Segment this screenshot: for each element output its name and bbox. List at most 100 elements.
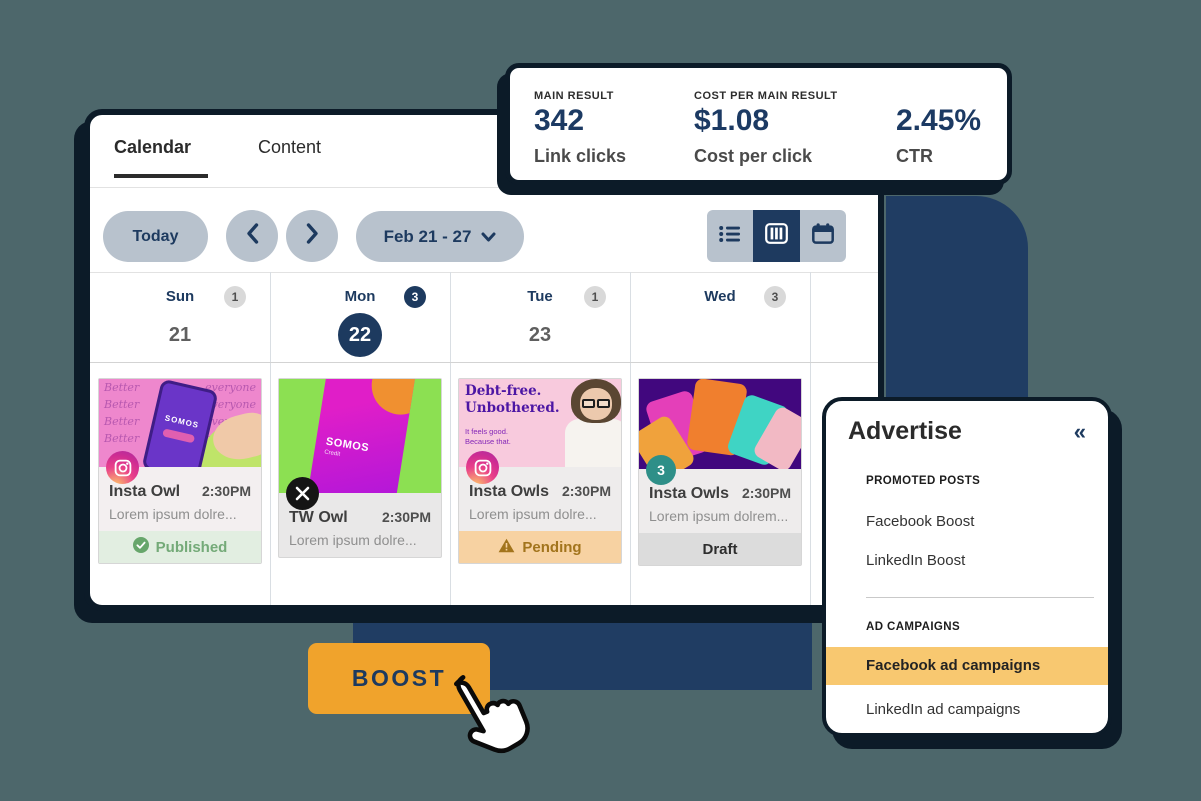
post-time: 2:30PM [381,509,431,525]
next-week-button[interactable] [286,210,338,262]
post-time: 2:30PM [741,485,791,501]
person-illustration [565,419,621,467]
image-bg-text: Better [104,381,140,394]
post-count-badge: 1 [224,286,246,308]
image-headline: Debt-free. [465,383,542,399]
active-tab-underline [114,174,208,178]
advertise-panel-title: Advertise [848,417,962,445]
date-range-label: Feb 21 - 27 [383,226,472,246]
post-excerpt: Lorem ipsum dolre... [289,532,417,548]
post-image [639,379,801,469]
menu-item-facebook-boost[interactable]: Facebook Boost [866,513,975,530]
image-bg-text: everyone [205,398,256,411]
planner-window: Calendar Content Today Feb 21 - 27 [84,109,884,611]
menu-item-facebook-ad-campaigns[interactable]: Facebook ad campaigns [826,647,1108,685]
image-subtext: It feels good. [465,427,508,436]
status-badge-published: Published [99,531,261,563]
status-label: Pending [522,538,582,556]
post-image: SOMOS Credit VIS [279,379,441,493]
image-subtext: Because that. [465,437,511,446]
person-illustration [580,388,612,420]
post-card-tw-owl[interactable]: SOMOS Credit VIS TW Owl 2:30PM Lorem ips… [278,378,442,558]
instagram-icon [106,451,139,484]
image-bg-text: Better [104,415,140,428]
stat-value: 2.45% [896,104,982,137]
list-view-button[interactable] [707,210,754,262]
grid-line [450,272,451,605]
status-label: Published [155,538,228,556]
stat-label: MAIN RESULT [534,90,614,102]
post-excerpt: Lorem ipsum dolre... [469,506,597,522]
chevron-left-icon [246,223,259,249]
tab-calendar[interactable]: Calendar [114,137,192,157]
status-badge-draft: Draft [639,533,801,565]
check-icon [132,537,149,557]
post-card-insta-owls-draft[interactable]: 3 Insta Owls 2:30PM Lorem ipsum dolrem..… [638,378,802,566]
stat-sublabel: Link clicks [534,146,627,166]
divider [90,362,878,363]
advertise-panel: Advertise « PROMOTED POSTS Facebook Boos… [822,397,1112,737]
image-headline: Unbothered. [465,400,560,416]
grid-line [270,272,271,605]
post-count-badge: 1 [584,286,606,308]
day-header-wed[interactable]: Wed 3 [630,272,810,362]
post-count-badge: 3 [404,286,426,308]
warning-icon [498,538,515,557]
grid-line [810,272,811,605]
ad-results-card: MAIN RESULT 342 Link clicks COST PER MAI… [505,63,1012,185]
day-header-mon[interactable]: Mon 3 22 [270,272,450,362]
post-title: Insta Owl [109,483,181,500]
day-name: Wed [704,288,736,305]
stat-value: 342 [534,104,585,137]
stat-value: $1.08 [694,104,770,137]
post-excerpt: Lorem ipsum dolrem... [649,508,789,524]
chevron-right-icon [306,223,319,249]
post-title: TW Owl [289,509,348,526]
menu-item-linkedin-boost[interactable]: LinkedIn Boost [866,552,966,569]
orange-blob-decoration [367,379,417,419]
calendar-view-icon [811,223,834,249]
section-heading-promoted-posts: PROMOTED POSTS [866,475,981,487]
columns-view-icon [765,223,788,249]
menu-item-linkedin-ad-campaigns[interactable]: LinkedIn ad campaigns [866,701,1021,718]
calendar-view-button[interactable] [799,210,846,262]
stat-sublabel: Cost per click [694,146,813,166]
menu-item-label: Facebook ad campaigns [866,657,1041,674]
divider [90,187,878,188]
network-count-badge: 3 [646,455,676,485]
post-title: Insta Owls [469,483,550,500]
selected-day-date: 22 [338,313,382,357]
x-icon [286,477,319,510]
tab-content[interactable]: Content [258,137,322,157]
collapse-panel-icon[interactable]: « [1073,419,1086,444]
grid-line [630,272,631,605]
image-bg-text: Better [104,432,140,445]
glasses-illustration [580,399,612,408]
divider [90,272,878,273]
today-button[interactable]: Today [103,211,208,262]
day-name: Mon [344,288,376,305]
post-time: 2:30PM [201,483,251,499]
day-name: Sun [165,288,195,305]
day-header-sun[interactable]: Sun 1 21 [90,272,270,362]
image-bg-text: everyone [205,381,256,394]
chevron-down-icon [481,227,496,247]
view-mode-toggle [707,210,846,262]
post-image: Debt-free. Unbothered. It feels good. Be… [459,379,621,467]
date-range-dropdown[interactable]: Feb 21 - 27 [356,211,524,262]
stat-sublabel: CTR [896,146,933,166]
card-sub-text: Credit [323,449,341,458]
day-header-tue[interactable]: Tue 1 23 [450,272,630,362]
post-title: Insta Owls [649,485,730,502]
post-card-insta-owls-pending[interactable]: Debt-free. Unbothered. It feels good. Be… [458,378,622,564]
columns-view-button[interactable] [753,210,800,262]
image-bg-text: Better [104,398,140,411]
list-view-icon [719,225,741,248]
post-time: 2:30PM [561,483,611,499]
post-count-badge: 3 [764,286,786,308]
prev-week-button[interactable] [226,210,278,262]
hand-cursor-icon [413,643,558,790]
status-label: Draft [702,540,738,558]
